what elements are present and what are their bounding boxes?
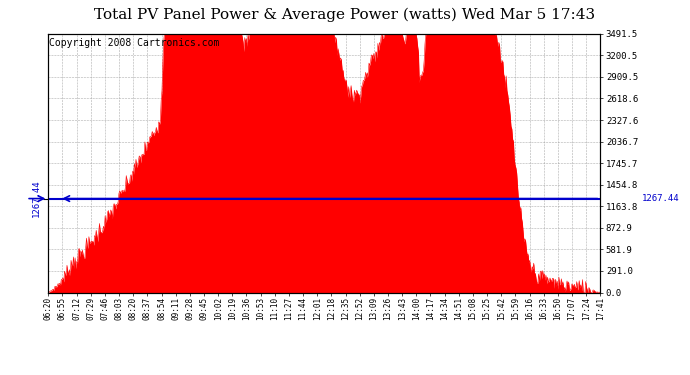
Text: 1267.44: 1267.44 — [642, 194, 680, 203]
Text: Total PV Panel Power & Average Power (watts) Wed Mar 5 17:43: Total PV Panel Power & Average Power (wa… — [95, 8, 595, 22]
Text: Copyright 2008 Cartronics.com: Copyright 2008 Cartronics.com — [50, 38, 220, 48]
